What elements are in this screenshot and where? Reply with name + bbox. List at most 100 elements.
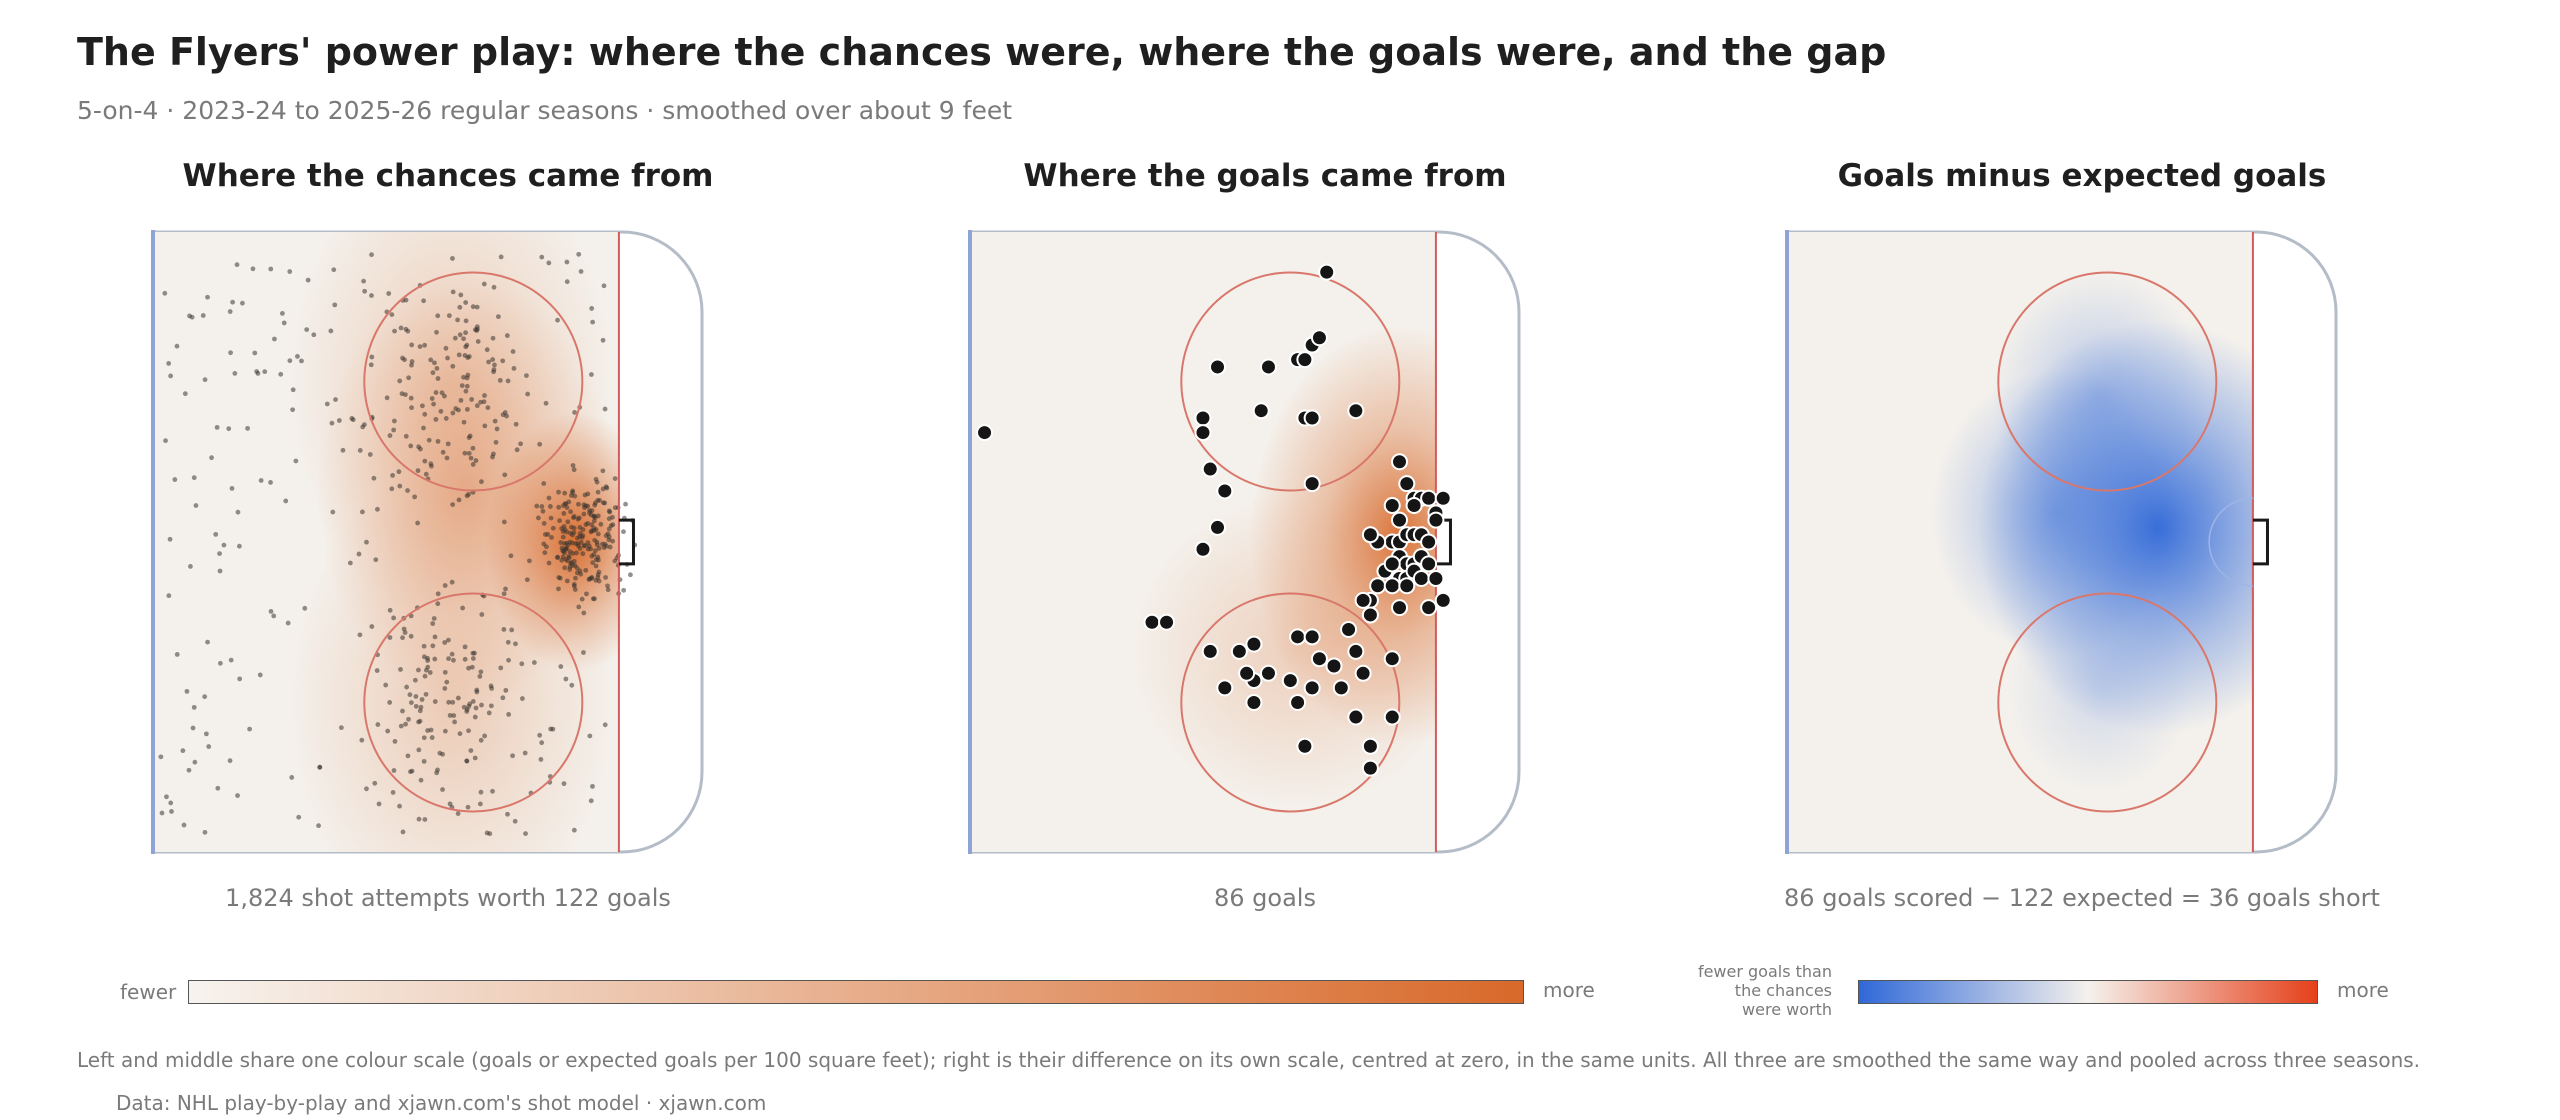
shot-attempt-point — [578, 269, 584, 274]
shot-attempt-point — [606, 508, 612, 514]
shot-attempt-point — [469, 397, 475, 402]
shot-attempt-point — [581, 650, 586, 655]
shot-attempt-point — [442, 686, 448, 691]
shot-attempt-point — [572, 563, 578, 568]
shot-attempt-point — [375, 506, 380, 512]
shot-attempt-point — [488, 683, 494, 689]
shot-attempt-point — [440, 751, 446, 757]
goal-point — [1347, 642, 1365, 660]
shot-attempt-point — [450, 363, 456, 369]
shot-attempt-point — [386, 291, 392, 296]
shot-attempt-point — [405, 488, 410, 493]
shot-attempt-point — [397, 483, 403, 489]
shot-attempt-point — [564, 578, 570, 584]
shot-attempt-point — [546, 260, 552, 266]
shot-attempt-point — [482, 393, 487, 398]
shot-attempt-point — [577, 534, 583, 539]
shot-attempt-point — [317, 764, 323, 770]
shot-attempt-point — [457, 731, 463, 737]
shot-attempt-point — [525, 391, 531, 397]
shot-attempt-point — [484, 347, 490, 353]
shot-attempt-point — [466, 728, 471, 734]
shot-attempt-point — [229, 486, 235, 491]
shot-attempt-point — [413, 703, 419, 709]
shot-attempt-point — [438, 408, 444, 414]
goal-point — [1216, 482, 1234, 500]
shot-attempt-point — [373, 557, 379, 563]
shot-attempt-point — [422, 342, 428, 348]
shot-attempt-point — [531, 660, 537, 665]
goal-point — [1289, 693, 1307, 711]
shot-attempt-point — [512, 818, 518, 824]
shot-attempt-point — [513, 641, 518, 647]
shot-attempt-point — [490, 335, 496, 341]
shot-attempt-point — [268, 480, 273, 485]
shot-attempt-point — [443, 345, 449, 351]
goal-point — [1245, 635, 1263, 653]
shot-attempt-point — [432, 634, 438, 640]
shot-attempt-point — [403, 433, 409, 439]
shot-attempt-point — [252, 350, 258, 356]
shot-attempt-point — [472, 755, 478, 761]
shot-attempt-point — [402, 630, 408, 636]
shot-attempt-point — [451, 713, 457, 718]
shot-attempt-point — [338, 725, 344, 731]
shot-attempt-point — [289, 775, 295, 780]
shot-attempt-point — [510, 753, 515, 759]
goal-point — [1332, 679, 1350, 697]
shot-attempt-point — [534, 503, 540, 509]
shot-attempt-point — [585, 503, 591, 509]
shot-attempt-point — [593, 563, 599, 569]
shot-attempt-point — [465, 804, 471, 810]
shot-attempt-point — [590, 783, 595, 789]
shot-attempt-point — [434, 770, 440, 776]
shot-attempt-point — [575, 516, 581, 522]
shot-attempt-point — [501, 591, 507, 597]
shot-attempt-point — [268, 266, 274, 272]
shot-attempt-point — [592, 502, 598, 508]
shot-attempt-point — [182, 391, 188, 397]
shot-attempt-point — [391, 615, 397, 621]
legend-diff-low-label: fewer goals than the chances were worth — [1640, 962, 1832, 1019]
goal-point — [1216, 679, 1234, 697]
shot-attempt-point — [606, 534, 612, 540]
shot-attempt-point — [570, 463, 576, 468]
goal-point — [1303, 409, 1321, 427]
shot-attempt-point — [384, 395, 390, 401]
shot-attempt-point — [375, 722, 381, 727]
shot-attempt-point — [607, 544, 613, 550]
shot-attempt-point — [491, 284, 497, 290]
shot-attempt-point — [400, 708, 405, 714]
shot-attempt-point — [527, 558, 532, 564]
shot-attempt-point — [598, 521, 604, 527]
shot-attempt-point — [589, 372, 594, 377]
shot-attempt-point — [563, 676, 569, 682]
goal-point — [1383, 708, 1401, 726]
shot-attempt-point — [450, 410, 456, 416]
shot-attempt-point — [550, 726, 556, 732]
goal-point — [1347, 708, 1365, 726]
faceoff-circle-top — [1997, 271, 2218, 492]
shot-attempt-point — [217, 568, 223, 574]
shot-attempt-point — [431, 401, 436, 407]
shot-attempt-point — [602, 722, 608, 728]
shot-attempt-point — [400, 829, 406, 835]
shot-attempt-point — [474, 403, 480, 409]
shot-attempt-point — [416, 444, 422, 450]
shot-attempt-point — [449, 651, 455, 657]
shot-attempt-point — [564, 505, 570, 510]
shot-attempt-point — [217, 660, 223, 666]
shot-attempt-point — [539, 740, 545, 746]
shot-attempt-point — [581, 610, 587, 616]
shot-attempt-point — [452, 335, 458, 341]
shot-attempt-point — [360, 509, 365, 515]
shot-attempt-point — [559, 557, 565, 563]
shot-attempt-point — [332, 302, 338, 308]
shot-attempt-point — [518, 441, 523, 447]
shot-attempt-point — [500, 695, 506, 701]
goal-point — [1405, 497, 1423, 515]
shot-attempt-point — [444, 679, 450, 685]
chart-subtitle: 5-on-4 · 2023-24 to 2025-26 regular seas… — [77, 96, 1013, 125]
panel-caption-difference: 86 goals scored − 122 expected = 36 goal… — [1784, 884, 2380, 912]
shot-attempt-point — [330, 509, 336, 515]
